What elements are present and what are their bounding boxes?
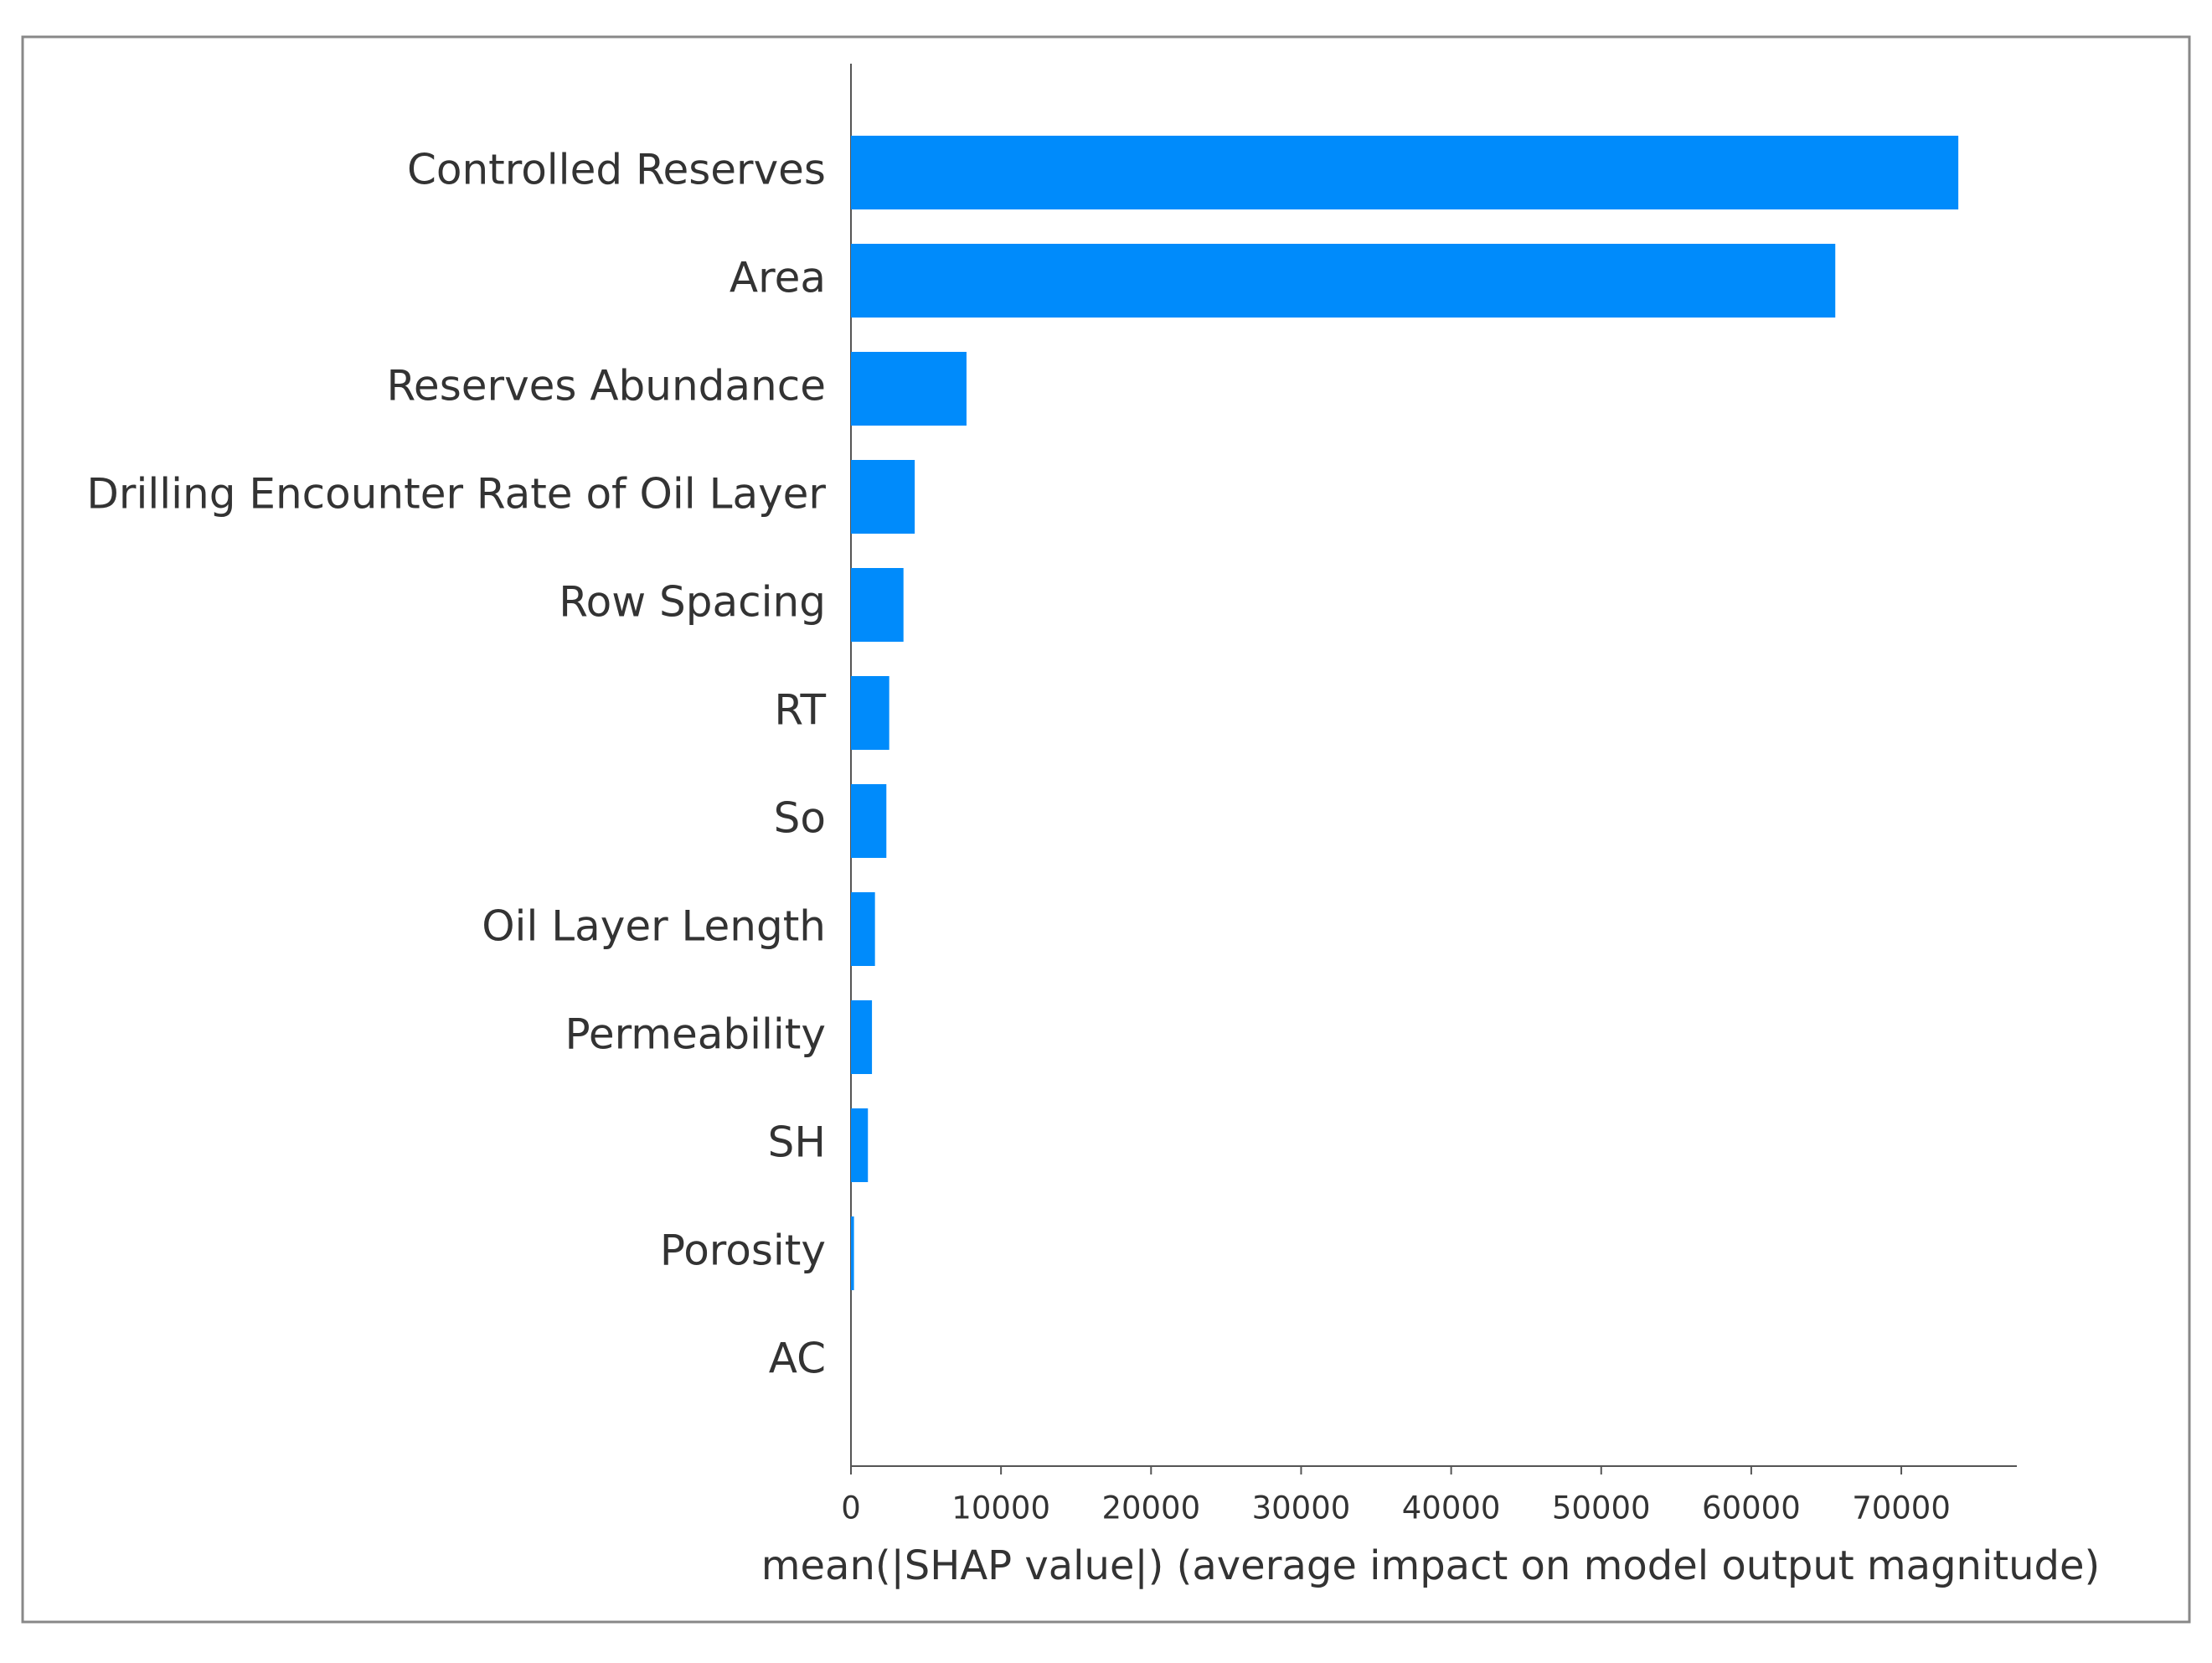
y-tick-label: AC bbox=[769, 1335, 826, 1383]
bar bbox=[851, 676, 889, 750]
bar bbox=[851, 1000, 873, 1074]
bar bbox=[851, 136, 1959, 209]
y-tick-label: So bbox=[774, 794, 826, 843]
bar bbox=[851, 892, 875, 966]
x-tick-label: 40000 bbox=[1402, 1490, 1501, 1526]
y-tick-label: Reserves Abundance bbox=[386, 362, 826, 411]
y-tick-label: Permeability bbox=[565, 1010, 826, 1059]
x-tick-label: 30000 bbox=[1252, 1490, 1351, 1526]
y-tick-label: Row Spacing bbox=[559, 578, 826, 627]
bar bbox=[851, 1108, 869, 1182]
bar bbox=[851, 352, 967, 426]
bar bbox=[851, 460, 915, 534]
x-tick-label: 10000 bbox=[951, 1490, 1050, 1526]
y-tick-label: Oil Layer Length bbox=[482, 902, 826, 951]
x-tick-label: 60000 bbox=[1702, 1490, 1801, 1526]
x-tick-label: 50000 bbox=[1552, 1490, 1651, 1526]
bar bbox=[851, 568, 904, 642]
x-axis-label: mean(|SHAP value|) (average impact on mo… bbox=[761, 1542, 2101, 1589]
x-tick-label: 70000 bbox=[1852, 1490, 1951, 1526]
bar bbox=[851, 1216, 854, 1290]
y-tick-label: RT bbox=[774, 686, 826, 735]
y-tick-label: SH bbox=[768, 1118, 826, 1167]
x-tick-label: 0 bbox=[841, 1490, 861, 1526]
y-tick-label: Porosity bbox=[660, 1227, 826, 1275]
bar bbox=[851, 784, 887, 858]
x-tick-label: 20000 bbox=[1101, 1490, 1200, 1526]
y-tick-label: Drilling Encounter Rate of Oil Layer bbox=[86, 470, 826, 519]
y-tick-label: Area bbox=[730, 254, 826, 302]
bar bbox=[851, 244, 1836, 318]
y-tick-label: Controlled Reserves bbox=[407, 146, 826, 194]
frame bbox=[21, 35, 2191, 1624]
